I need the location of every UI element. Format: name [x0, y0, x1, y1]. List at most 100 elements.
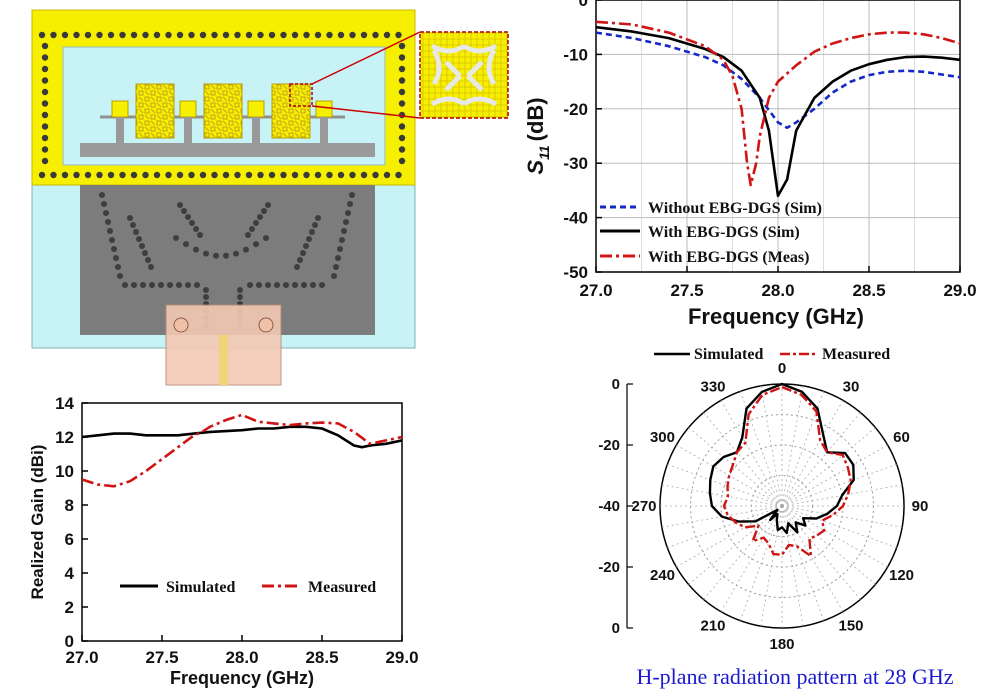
ring-via — [222, 171, 230, 179]
ring-via — [176, 171, 184, 179]
polar-angle-label: 120 — [889, 567, 914, 584]
ring-via — [41, 157, 49, 165]
dgs-via — [181, 208, 187, 214]
ring-via — [245, 171, 253, 179]
x-tick-label: 29.0 — [385, 648, 418, 667]
polar-angle-label: 0 — [778, 360, 786, 377]
ring-via — [349, 171, 356, 179]
x-tick-label: 27.0 — [579, 281, 612, 300]
dgs-via — [203, 287, 209, 293]
feed-stub — [320, 117, 328, 145]
polar-spoke — [781, 400, 844, 507]
dgs-via — [194, 282, 200, 288]
dgs-via — [253, 220, 259, 226]
ring-via — [280, 171, 287, 179]
ring-via — [395, 171, 402, 179]
ring-via — [337, 31, 345, 39]
ring-via — [257, 171, 264, 179]
ring-via — [360, 31, 368, 39]
ring-via — [245, 31, 253, 39]
connector-screw-right — [258, 317, 274, 333]
ring-via — [326, 171, 333, 179]
connector-pin — [219, 335, 228, 385]
ring-via — [84, 31, 92, 39]
ring-via — [383, 171, 391, 179]
y-tick-label: 6 — [65, 530, 74, 549]
ring-via — [38, 31, 46, 39]
dgs-via — [253, 241, 259, 248]
ring-via — [268, 31, 276, 39]
dgs-via — [140, 282, 146, 288]
y-tick-label: 8 — [65, 496, 74, 515]
dgs-via — [245, 232, 251, 238]
series-line-gain-1 — [82, 413, 402, 488]
dgs-via — [337, 246, 343, 252]
dgs-via — [203, 294, 209, 300]
dgs-via — [265, 282, 271, 288]
y-tick-label: -40 — [563, 209, 588, 228]
polar-angle-label: 60 — [893, 429, 910, 446]
series-line-s11-1 — [596, 25, 960, 198]
polar-spoke — [781, 505, 844, 612]
polar-legend: Simulated Measured — [654, 346, 890, 363]
dgs-via — [339, 237, 345, 243]
ring-via — [119, 171, 126, 179]
y-tick-label: -30 — [563, 154, 588, 173]
dgs-via — [345, 210, 351, 216]
ring-via — [188, 171, 195, 179]
ring-via — [349, 31, 356, 39]
polar-spoke — [781, 412, 861, 507]
connector-screw-left — [173, 317, 189, 333]
ring-via — [199, 171, 207, 179]
dgs-via — [294, 264, 300, 270]
ring-via — [119, 31, 126, 39]
dgs-via — [233, 250, 239, 257]
ring-via — [337, 171, 345, 179]
dgs-via — [310, 282, 316, 288]
parasitic-patch — [247, 100, 265, 118]
dgs-via — [139, 243, 145, 249]
gain-xlabel: Frequency (GHz) — [170, 668, 314, 688]
polar-spoke — [688, 505, 783, 585]
dgs-via — [193, 226, 199, 232]
dgs-via — [113, 255, 119, 261]
ring-via — [314, 31, 322, 39]
polar-r-label: -40 — [598, 498, 620, 515]
dgs-via — [197, 232, 203, 238]
ring-via — [41, 134, 49, 142]
dgs-via — [333, 264, 339, 270]
ring-via — [398, 157, 406, 165]
ring-via — [41, 111, 49, 119]
polar-spoke — [781, 505, 888, 568]
patch-element — [203, 83, 243, 139]
dgs-via — [331, 273, 337, 279]
polar-spoke — [781, 463, 897, 507]
gain-ylabel: Realized Gain (dBi) — [28, 445, 47, 600]
dgs-via — [247, 282, 253, 288]
via-row-top — [38, 31, 406, 179]
ring-via — [96, 171, 103, 179]
y-tick-label: 2 — [65, 598, 74, 617]
ring-via — [398, 146, 406, 153]
y-tick-label: 10 — [55, 462, 74, 481]
s11-legend-label-with-sim: With EBG-DGS (Sim) — [648, 224, 800, 241]
ring-via — [398, 134, 406, 142]
polar-spoke — [703, 412, 783, 507]
ring-via — [41, 65, 49, 73]
dgs-via — [257, 214, 263, 220]
dgs-via — [347, 201, 353, 207]
ring-via — [50, 31, 57, 39]
dgs-via — [122, 282, 128, 288]
dgs-via — [237, 287, 243, 293]
dgs-via — [183, 241, 189, 248]
ring-via — [268, 171, 276, 179]
gain-legend: Simulated Measured — [120, 579, 376, 596]
gain-legend-label-meas: Measured — [308, 579, 376, 596]
dgs-via — [117, 273, 123, 279]
s11-chart: 27.0 27.5 28.0 28.5 29.0 0 -10 -20 -30 -40 -50 S11… — [523, 0, 977, 329]
dgs-via — [343, 219, 349, 225]
dgs-via — [133, 229, 139, 235]
ring-via — [176, 31, 184, 39]
ring-via — [211, 31, 218, 39]
